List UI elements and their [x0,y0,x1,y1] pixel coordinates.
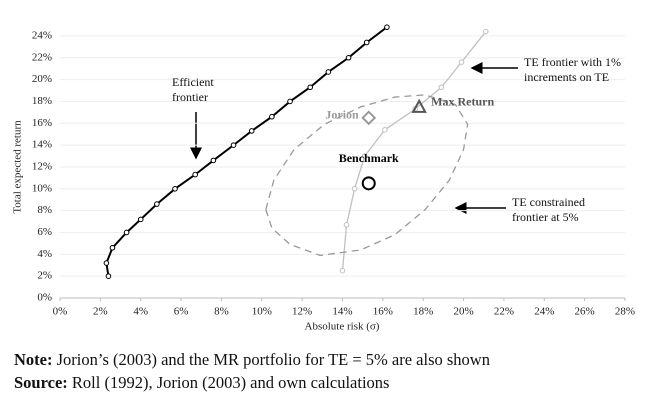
point-label: Max Return [431,95,494,109]
x-tick-label: 24% [534,306,554,318]
y-tick-label: 4% [37,248,52,260]
x-tick-label: 8% [214,306,229,318]
point-marker [384,24,390,30]
point-label: Benchmark [339,151,399,165]
series-line [105,26,388,277]
point-marker [192,171,198,178]
note-label: Note: [14,350,53,369]
y-tick-label: 20% [32,73,52,85]
x-tick-label: 22% [494,306,514,318]
point-marker [123,229,130,236]
x-tick-label: 26% [575,306,595,318]
point [361,110,377,126]
point-marker [230,142,237,148]
x-tick-label: 20% [453,306,473,318]
y-tick-label: 22% [32,51,52,63]
y-tick-label: 10% [32,182,52,194]
y-axis-title: Total expected return [12,120,24,214]
point-marker [172,186,178,192]
point-marker [343,222,350,228]
point-marker [103,260,110,266]
point-marker [154,201,160,207]
y-tick-label: 8% [37,204,52,216]
point-marker [109,244,116,251]
point-marker [363,39,370,46]
point [361,176,376,191]
y-tick-label: 2% [37,270,52,282]
point-marker [137,216,144,223]
y-tick-label: 12% [32,160,52,172]
x-tick-label: 10% [252,306,272,318]
y-tick-label: 16% [32,117,52,129]
y-tick-label: 14% [32,139,52,151]
x-tick-label: 6% [174,306,189,318]
note-text: Jorion’s (2003) and the MR portfolio for… [56,350,490,369]
point-marker [210,157,217,164]
source-label: Source: [14,373,68,392]
annotation: TE frontier with 1% increments on TE [524,55,621,84]
x-tick-label: 28% [615,306,635,318]
point-marker [482,28,489,35]
point-marker [345,54,352,61]
point-marker [438,84,445,91]
point-marker [351,186,358,192]
point-marker [248,128,255,134]
point-marker [325,69,332,75]
chart: Total expected return Absolute risk (σ) … [12,24,635,333]
annotation: TE constrained frontier at 5% [512,195,585,224]
point-marker [287,98,293,105]
point-marker [307,84,314,91]
series-line [265,94,469,257]
x-tick-label: 0% [53,306,68,318]
x-tick-label: 18% [413,306,433,318]
x-tick-label: 2% [93,306,108,318]
x-tick-label: 12% [292,306,312,318]
annotation: Efficient frontier [172,75,214,104]
x-tick-label: 14% [332,306,352,318]
y-tick-label: 18% [32,95,52,107]
note: Note: Jorion’s (2003) and the MR portfol… [14,350,490,370]
y-tick-label: 24% [32,29,52,41]
point-label: Jorion [325,108,359,122]
point-marker [458,59,465,65]
point-marker [382,127,388,133]
point-marker [105,273,112,279]
point-marker [269,113,275,120]
point [411,98,427,113]
y-tick-label: 6% [37,226,52,238]
source-text: Roll (1992), Jorion (2003) and own calcu… [71,373,390,392]
point-marker [339,267,346,274]
x-tick-label: 16% [373,306,393,318]
y-tick-label: 0% [37,292,52,304]
point-marker [361,153,368,159]
source: Source: Roll (1992), Jorion (2003) and o… [14,373,389,393]
x-tick-label: 4% [133,306,148,318]
x-axis-title: Absolute risk (σ) [305,321,380,333]
